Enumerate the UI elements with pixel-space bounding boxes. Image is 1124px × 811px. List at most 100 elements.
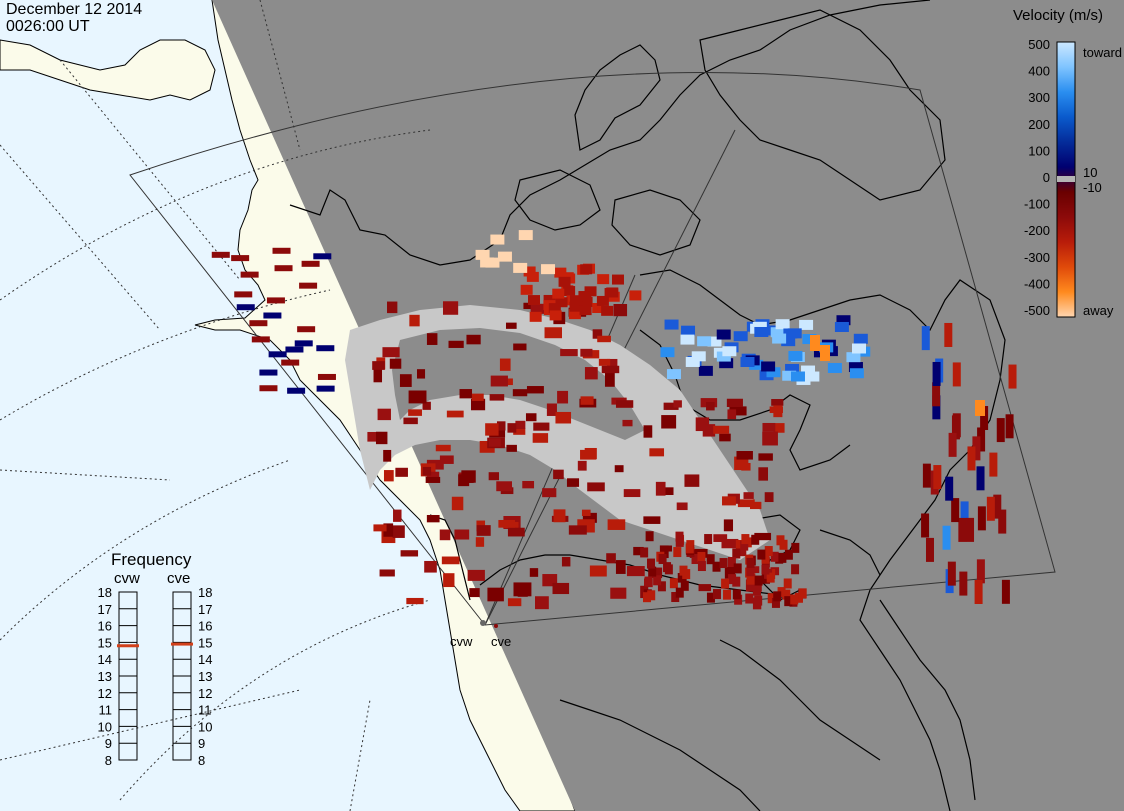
scatter-cell — [932, 395, 941, 420]
scatter-cell — [515, 420, 526, 430]
scatter-cell — [732, 548, 741, 559]
scatter-cell — [736, 451, 753, 460]
scatter-cell — [741, 534, 750, 545]
scatter-cell — [610, 587, 627, 599]
scatter-cell — [685, 543, 694, 554]
scatter-cell — [666, 369, 681, 380]
scatter-cell — [496, 481, 512, 492]
frequency-tick-label: 9 — [105, 736, 112, 751]
scatter-cell — [469, 588, 480, 598]
scatter-cell — [754, 532, 772, 541]
scatter-cell — [568, 309, 581, 320]
scatter-cell — [387, 301, 398, 314]
scatter-cell — [459, 389, 473, 399]
scatter-cell — [758, 453, 773, 461]
scatter-cell — [597, 274, 610, 285]
scatter-cell — [761, 361, 776, 372]
scatter-cell — [530, 303, 545, 314]
velocity-tick-label: -100 — [1024, 197, 1050, 212]
scatter-cell — [316, 385, 335, 392]
scatter-cell — [317, 373, 336, 380]
scatter-cell — [851, 343, 866, 354]
scatter-cell — [976, 559, 985, 584]
velocity-tick-label: -400 — [1024, 276, 1050, 291]
scatter-cell — [523, 266, 536, 277]
scatter-cell — [577, 460, 587, 471]
velocity-legend: Velocity (m/s) 500 400 300 200 100 0 -100 -200 -… — [1013, 7, 1122, 318]
scatter-cell — [782, 370, 797, 381]
scatter-cell — [653, 575, 662, 586]
scatter-cell — [810, 335, 820, 351]
scatter-cell — [383, 449, 392, 462]
scatter-cell — [925, 537, 934, 562]
scatter-cell — [424, 560, 437, 573]
scatter-cell — [706, 554, 715, 565]
scatter-cell — [606, 287, 619, 298]
velocity-threshold-band — [1057, 176, 1075, 182]
scatter-cell — [933, 465, 942, 490]
scatter-cell — [977, 506, 986, 531]
scatter-cell — [544, 327, 562, 339]
scatter-cell — [409, 314, 420, 327]
scatter-cell — [763, 325, 778, 336]
scatter-cell — [606, 553, 616, 564]
scatter-cell — [563, 286, 576, 297]
frequency-tick-label: 12 — [98, 686, 112, 701]
scatter-cell — [698, 584, 712, 592]
scatter-cell — [584, 447, 597, 460]
scatter-cell — [706, 401, 715, 411]
time-label: 0026:00 UT — [6, 18, 90, 35]
scatter-cell — [623, 489, 641, 498]
scatter-cell — [523, 302, 537, 310]
scatter-cell — [548, 303, 561, 314]
velocity-tick-labels: 500 400 300 200 100 0 -100 -200 -300 -400 -500 — [1024, 37, 1050, 318]
scatter-cell — [581, 509, 591, 517]
scatter-cell — [580, 264, 593, 275]
scatter-cell — [959, 571, 968, 596]
scatter-cell — [435, 444, 451, 452]
frequency-tick-label: 10 — [98, 719, 112, 734]
frequency-tick-label: 13 — [198, 669, 212, 684]
scatter-cell — [675, 531, 684, 542]
scatter-cell — [996, 418, 1005, 443]
scatter-cell — [784, 549, 793, 560]
scatter-cell — [664, 564, 673, 575]
scatter-cell — [754, 595, 763, 606]
scatter-cell — [673, 547, 682, 558]
scatter-cell — [507, 527, 525, 537]
scatter-cell — [475, 537, 485, 547]
scatter-cell — [728, 574, 737, 585]
scatter-cell — [766, 367, 781, 378]
scatter-cell — [746, 557, 755, 568]
scatter-cell — [476, 525, 491, 536]
ground-scatter-inner — [392, 328, 645, 440]
frequency-tick-label: 12 — [198, 686, 212, 701]
scatter-cell — [767, 593, 776, 604]
velocity-tick-label: 100 — [1028, 143, 1050, 158]
scatter-cell — [770, 551, 779, 562]
scatter-cell — [542, 488, 557, 498]
scatter-cell — [762, 422, 776, 432]
scatter-cell — [592, 303, 605, 314]
scatter-cell — [470, 398, 486, 411]
scatter-cell — [960, 501, 969, 526]
scatter-cell — [647, 558, 656, 569]
scatter-cell — [773, 405, 783, 418]
scatter-cell — [729, 406, 747, 416]
scatter-cell — [671, 592, 680, 603]
scatter-cell — [713, 534, 728, 542]
scatter-cell — [761, 564, 770, 575]
scatter-cell — [622, 419, 633, 427]
scatter-cell — [234, 291, 253, 298]
scatter-cell — [647, 590, 656, 601]
scatter-cell — [770, 327, 785, 338]
velocity-tick-label: 200 — [1028, 117, 1050, 132]
scatter-cell — [313, 253, 332, 260]
scatter-cell — [853, 333, 868, 344]
velocity-toward-label: toward — [1083, 45, 1122, 60]
scatter-cell — [466, 334, 481, 345]
velocity-threshold-pos: 10 — [1083, 165, 1097, 180]
scatter-cell — [777, 587, 786, 598]
